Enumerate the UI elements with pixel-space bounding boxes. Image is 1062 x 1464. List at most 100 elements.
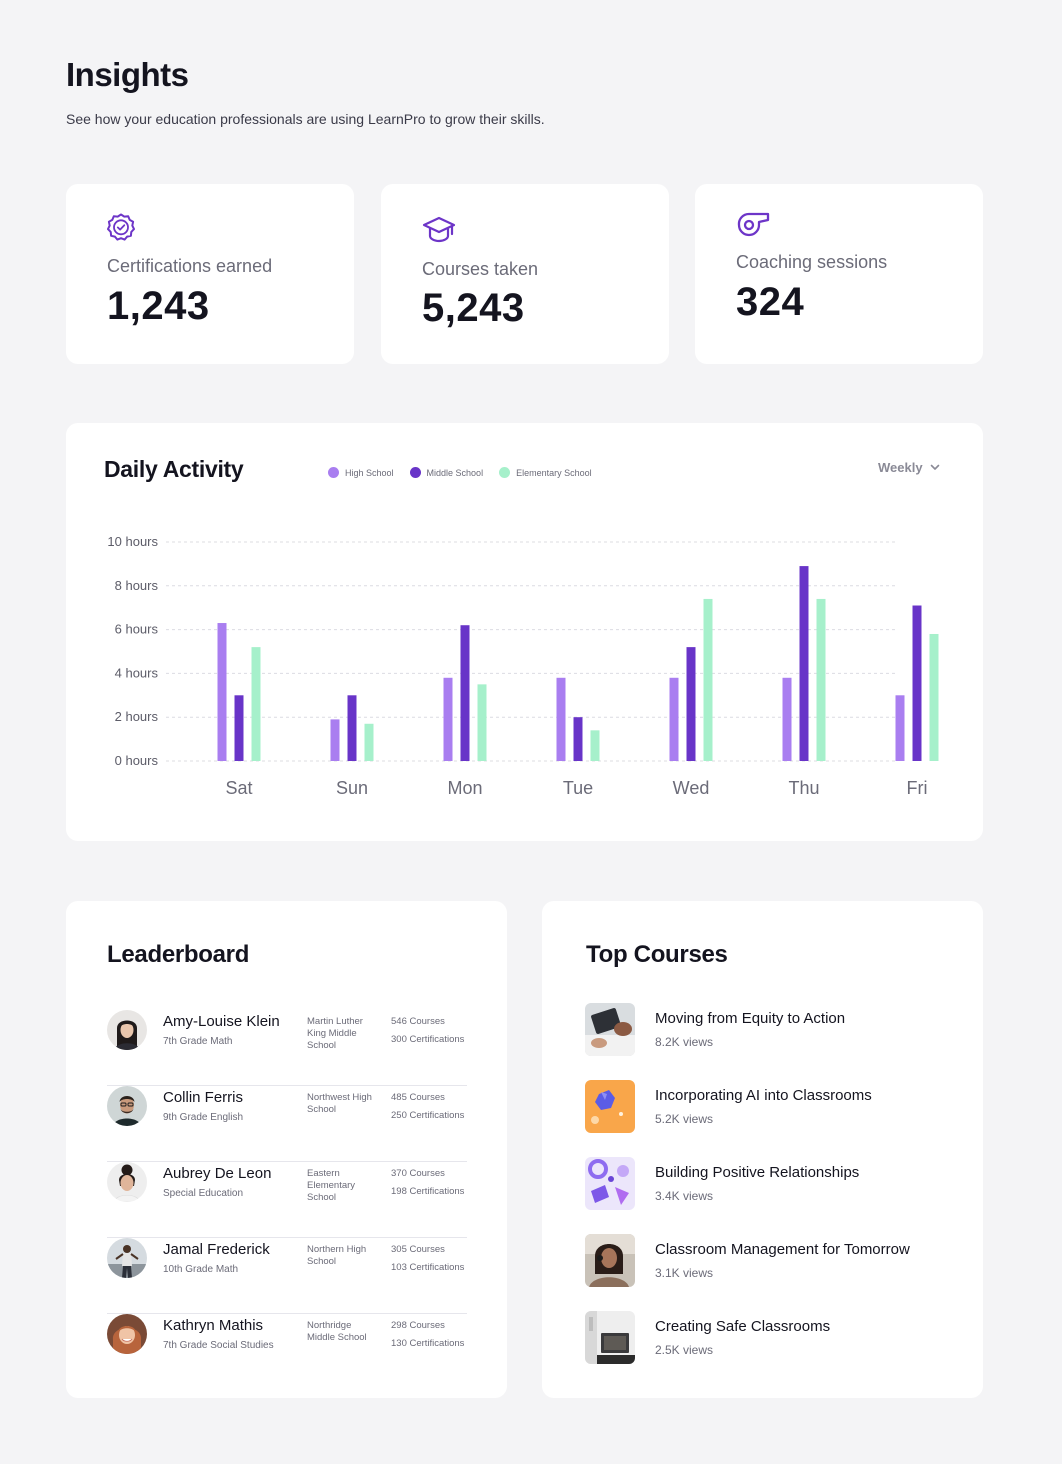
course-thumbnail bbox=[585, 1157, 635, 1210]
top-courses-card: Top Courses Moving from Equity to Action… bbox=[542, 901, 983, 1398]
bar-middle-school bbox=[799, 566, 809, 761]
whistle-icon bbox=[737, 212, 770, 237]
course-thumbnail bbox=[585, 1003, 635, 1056]
daily-activity-card: 0 hours 2 hours 4 hours 6 hours 8 hours 10 ho… bbox=[66, 423, 983, 841]
chart-legend: High School Middle School Elementary Sch… bbox=[328, 467, 608, 478]
leaderboard-title: Leaderboard bbox=[107, 941, 250, 968]
avatar bbox=[107, 1010, 147, 1050]
y-tick-label: 0 hours bbox=[115, 753, 159, 768]
course-thumbnail bbox=[585, 1080, 635, 1133]
chevron-down-icon bbox=[930, 464, 939, 470]
row-divider bbox=[107, 1161, 467, 1162]
course-item[interactable]: Moving from Equity to Action 8.2K views bbox=[585, 1003, 965, 1057]
leaderboard-name: Amy-Louise Klein bbox=[163, 1013, 280, 1030]
leaderboard-name: Jamal Frederick bbox=[163, 1241, 270, 1258]
leaderboard-school: Eastern Elementary School bbox=[307, 1168, 356, 1203]
x-tick-label: Wed bbox=[673, 778, 710, 798]
legend-item-middle-school: Middle School bbox=[409, 467, 484, 478]
bar-middle-school bbox=[912, 605, 922, 761]
top-courses-title: Top Courses bbox=[586, 941, 728, 968]
avatar bbox=[107, 1314, 147, 1354]
course-item[interactable]: Classroom Management for Tomorrow 3.1K v… bbox=[585, 1234, 965, 1288]
bar-high-school bbox=[669, 677, 679, 761]
bar-elementary-school bbox=[703, 598, 713, 761]
page-subtitle: See how your education professionals are… bbox=[66, 111, 545, 127]
bar-middle-school bbox=[460, 625, 470, 761]
leaderboard-row[interactable]: Kathryn Mathis 7th Grade Social Studies … bbox=[107, 1314, 467, 1390]
leaderboard-row[interactable]: Jamal Frederick 10th Grade Math Northern… bbox=[107, 1238, 467, 1314]
legend-item-high-school: High School bbox=[328, 467, 394, 478]
x-tick-label: Fri bbox=[907, 778, 928, 798]
course-views: 8.2K views bbox=[655, 1035, 714, 1049]
x-tick-label: Sun bbox=[336, 778, 368, 798]
y-tick-label: 2 hours bbox=[115, 709, 159, 724]
leaderboard-courses: 298 Courses bbox=[391, 1320, 445, 1331]
course-item[interactable]: Building Positive Relationships 3.4K vie… bbox=[585, 1157, 965, 1211]
bar-elementary-school bbox=[364, 723, 374, 761]
course-item[interactable]: Incorporating AI into Classrooms 5.2K vi… bbox=[585, 1080, 965, 1134]
leaderboard-school: Northern High School bbox=[307, 1244, 367, 1267]
avatar bbox=[107, 1238, 147, 1278]
y-tick-label: 4 hours bbox=[115, 665, 159, 680]
leaderboard-certifications: 130 Certifications bbox=[391, 1338, 465, 1349]
row-divider bbox=[107, 1085, 467, 1086]
badge-check-icon bbox=[107, 213, 135, 241]
legend-dot bbox=[499, 467, 511, 478]
leaderboard-school: Martin Luther King Middle School bbox=[307, 1016, 363, 1051]
course-item[interactable]: Creating Safe Classrooms 2.5K views bbox=[585, 1311, 965, 1365]
chart-title: Daily Activity bbox=[104, 456, 244, 482]
leaderboard-row[interactable]: Amy-Louise Klein 7th Grade Math Martin L… bbox=[107, 1010, 467, 1086]
period-dropdown[interactable]: Weekly bbox=[878, 460, 940, 475]
course-views: 2.5K views bbox=[655, 1343, 714, 1357]
x-tick-label: Mon bbox=[447, 778, 482, 798]
y-tick-label: 6 hours bbox=[115, 622, 159, 637]
leaderboard-certifications: 103 Certifications bbox=[391, 1262, 465, 1273]
row-divider bbox=[107, 1313, 467, 1314]
bar-middle-school bbox=[686, 647, 696, 761]
daily-activity-chart: 0 hours 2 hours 4 hours 6 hours 8 hours 10 ho… bbox=[107, 534, 939, 798]
legend-label: High School bbox=[345, 467, 394, 478]
leaderboard-courses: 370 Courses bbox=[391, 1168, 445, 1179]
legend-label: Elementary School bbox=[516, 467, 592, 478]
stat-card-coaching: Coaching sessions 324 bbox=[695, 184, 983, 364]
leaderboard-role: 7th Grade Math bbox=[163, 1036, 233, 1047]
stat-value: 5,243 bbox=[422, 286, 525, 330]
leaderboard-role: 7th Grade Social Studies bbox=[163, 1340, 274, 1351]
bar-elementary-school bbox=[251, 647, 261, 761]
leaderboard-school: Northwest High School bbox=[307, 1092, 372, 1115]
leaderboard-card: Leaderboard Amy-Louise Klein 7th Grade M… bbox=[66, 901, 507, 1398]
bar-high-school bbox=[217, 623, 227, 761]
leaderboard-role: 9th Grade English bbox=[163, 1112, 244, 1123]
course-thumbnail bbox=[585, 1234, 635, 1287]
x-tick-label: Tue bbox=[563, 778, 593, 798]
legend-label: Middle School bbox=[426, 467, 484, 478]
legend-dot bbox=[409, 467, 421, 478]
leaderboard-name: Aubrey De Leon bbox=[163, 1165, 272, 1182]
leaderboard-certifications: 300 Certifications bbox=[391, 1034, 465, 1045]
leaderboard-row[interactable]: Aubrey De Leon Special Education Eastern… bbox=[107, 1162, 467, 1238]
stat-card-certifications: Certifications earned 1,243 bbox=[66, 184, 354, 364]
stat-value: 1,243 bbox=[107, 284, 210, 328]
bar-high-school bbox=[443, 677, 453, 761]
stat-value: 324 bbox=[736, 280, 805, 324]
y-tick-label: 10 hours bbox=[107, 534, 158, 549]
leaderboard-school: Northridge Middle School bbox=[307, 1320, 367, 1343]
course-title: Building Positive Relationships bbox=[655, 1164, 860, 1181]
course-views: 5.2K views bbox=[655, 1112, 714, 1126]
bar-elementary-school bbox=[816, 598, 826, 761]
leaderboard-courses: 546 Courses bbox=[391, 1016, 445, 1027]
leaderboard-certifications: 250 Certifications bbox=[391, 1110, 465, 1121]
bar-middle-school bbox=[573, 717, 583, 761]
graduation-cap-icon bbox=[422, 216, 456, 243]
leaderboard-row[interactable]: Collin Ferris 9th Grade English Northwes… bbox=[107, 1086, 467, 1162]
row-divider bbox=[107, 1237, 467, 1238]
avatar bbox=[107, 1086, 147, 1126]
legend-item-elementary-school: Elementary School bbox=[499, 467, 592, 478]
course-thumbnail bbox=[585, 1311, 635, 1364]
course-title: Moving from Equity to Action bbox=[655, 1010, 846, 1027]
course-views: 3.1K views bbox=[655, 1266, 714, 1280]
stat-label: Coaching sessions bbox=[736, 252, 888, 272]
bar-high-school bbox=[330, 719, 340, 761]
leaderboard-role: Special Education bbox=[163, 1188, 244, 1199]
leaderboard-courses: 485 Courses bbox=[391, 1092, 445, 1103]
